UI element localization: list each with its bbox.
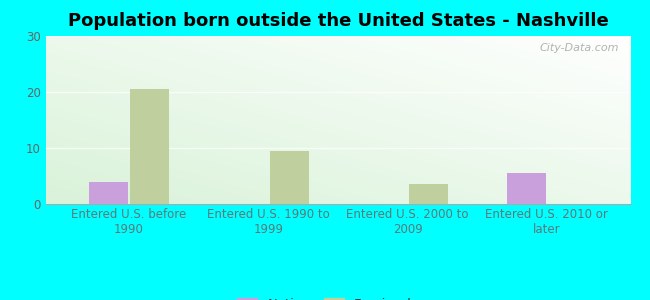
Bar (409, 184, 448, 204)
Text: City-Data.com: City-Data.com (540, 43, 619, 53)
Legend: Native, Foreign-born: Native, Foreign-born (237, 298, 439, 300)
Bar (131, 89, 170, 204)
Title: Population born outside the United States - Nashville: Population born outside the United State… (68, 12, 608, 30)
Bar (270, 151, 309, 204)
Bar (88, 182, 127, 204)
Bar (506, 173, 545, 204)
